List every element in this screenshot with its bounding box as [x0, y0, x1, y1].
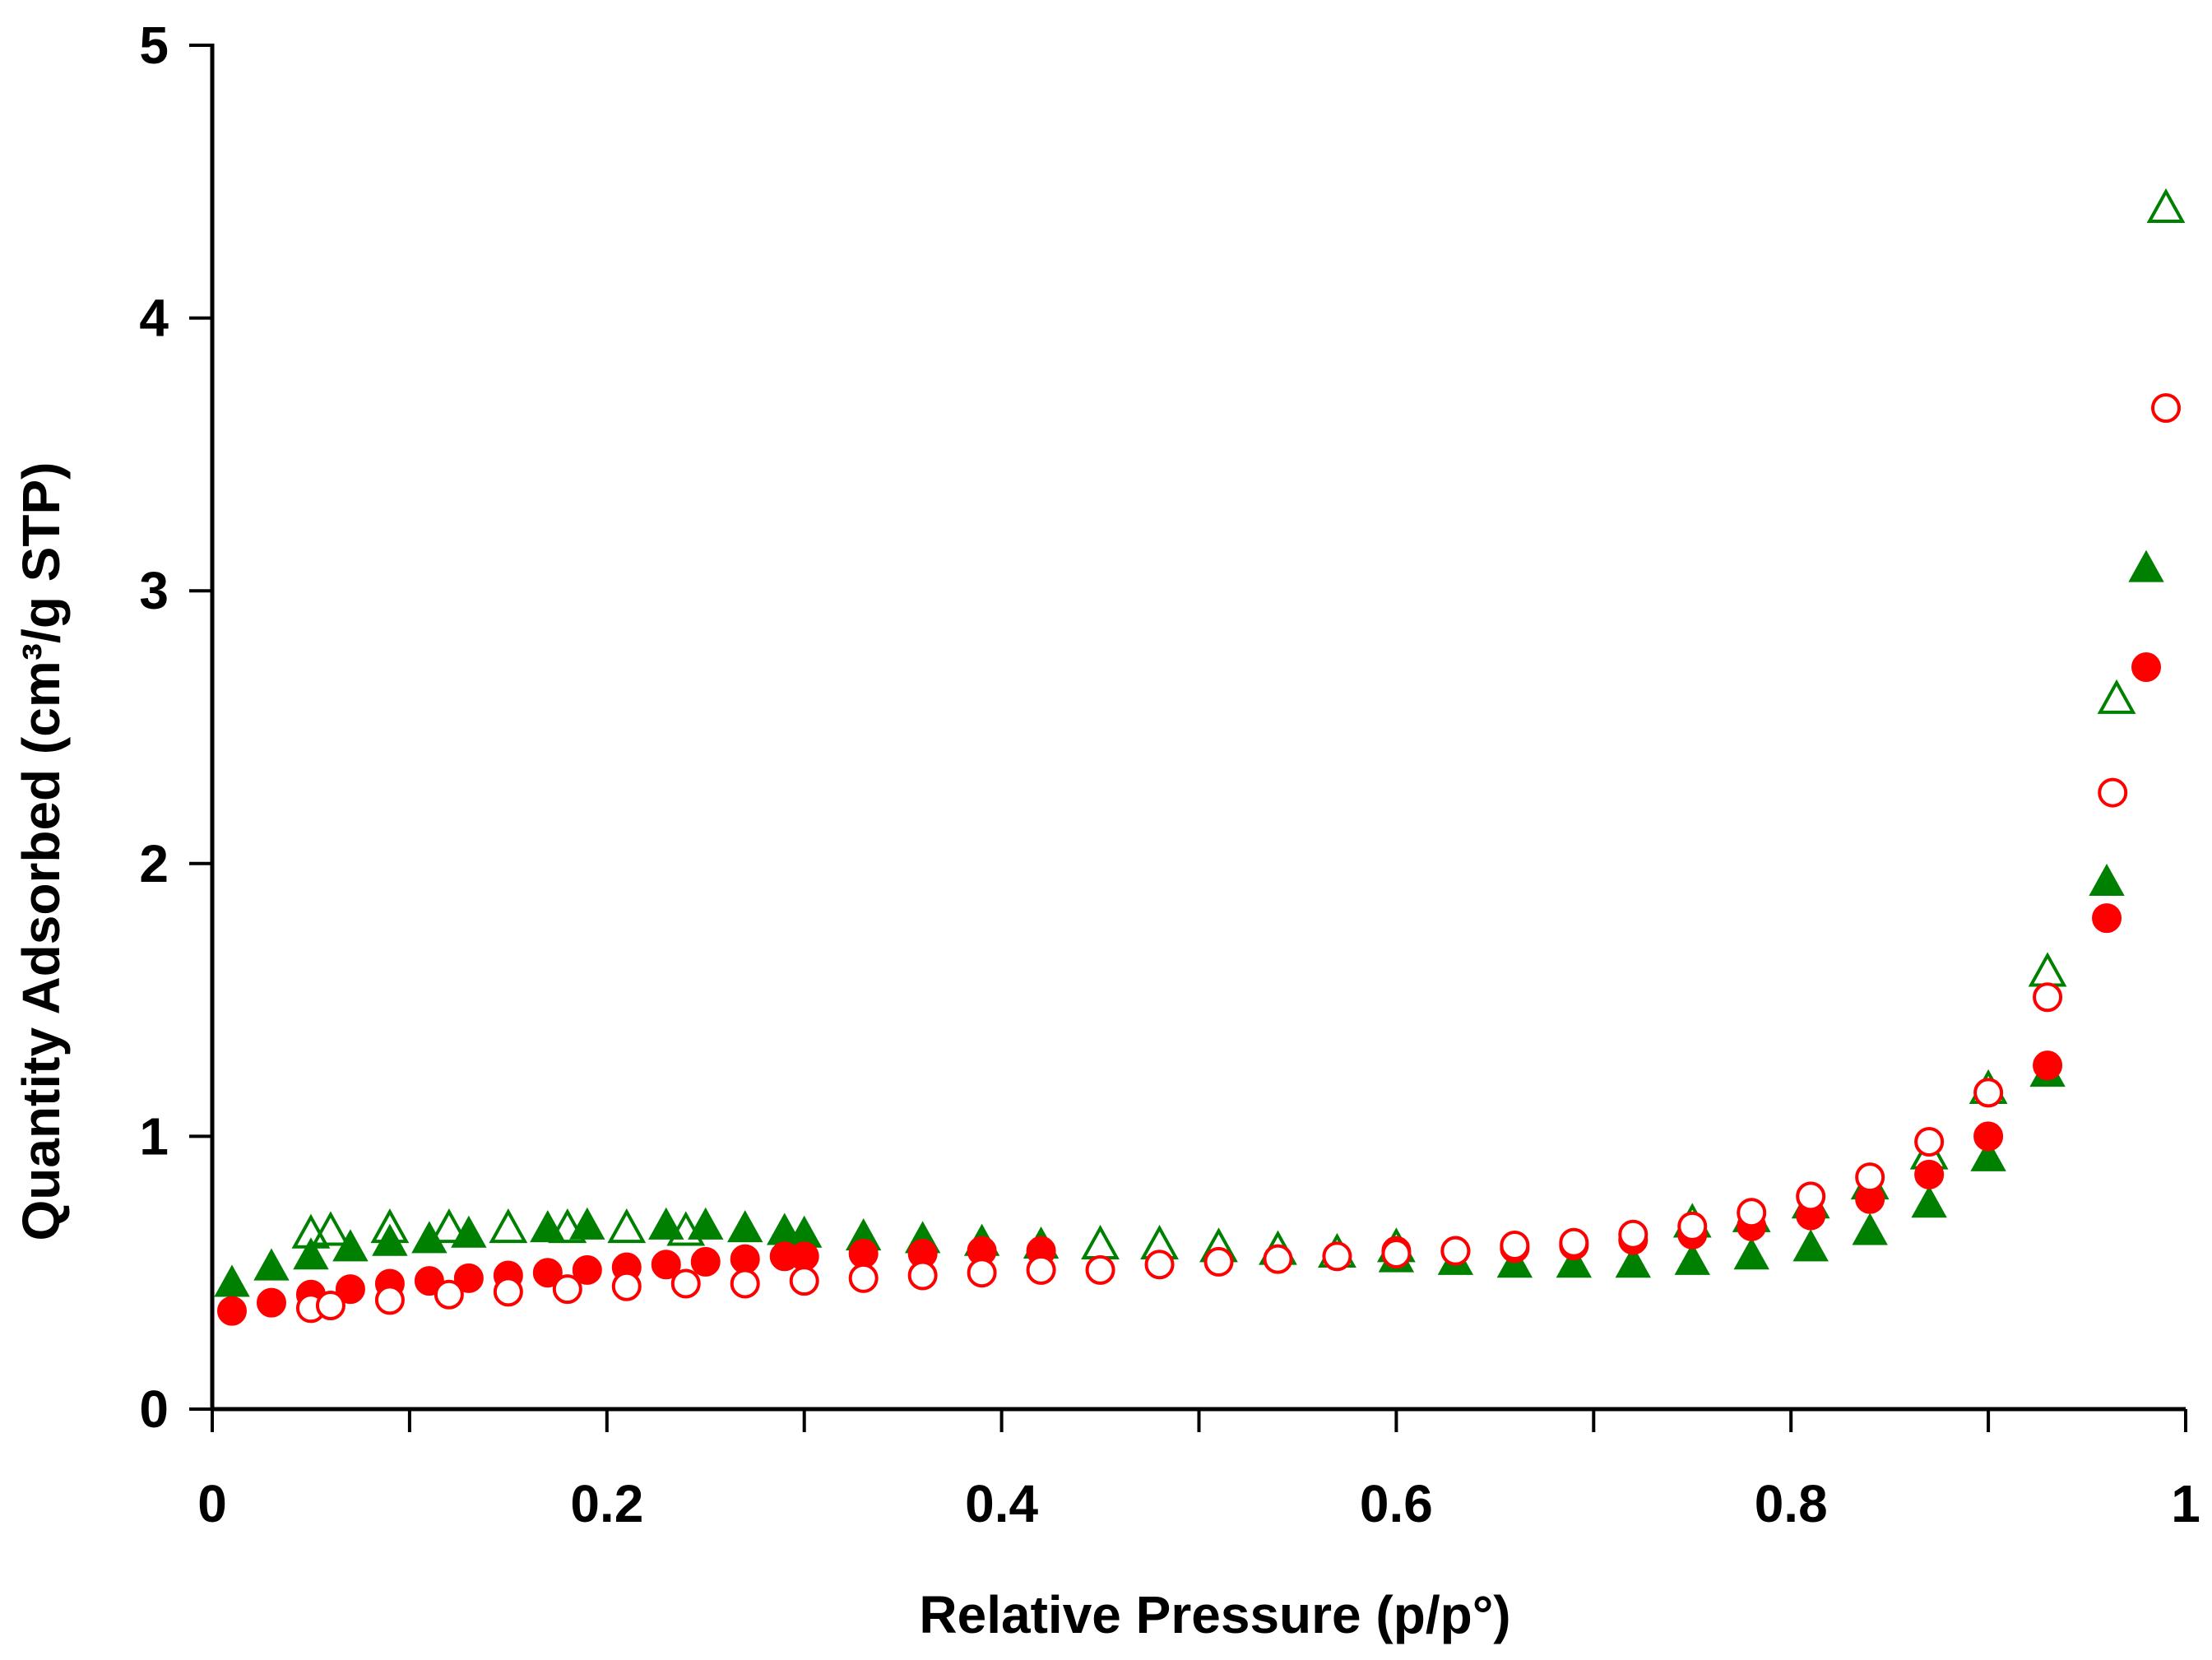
data-point-green-filled-triangle: [727, 1210, 763, 1243]
data-point-green-open-triangle: [489, 1208, 528, 1244]
data-point-red-filled-circle: [216, 1296, 247, 1326]
x-axis-title: Relative Pressure (p/p°): [919, 1585, 1510, 1644]
data-point-red-filled-circle: [572, 1254, 602, 1285]
data-point-green-open-triangle: [2146, 188, 2186, 223]
data-point-red-filled-circle: [2092, 903, 2122, 934]
series-green-open-triangles: [291, 188, 2186, 1268]
y-tick-label: 4: [139, 289, 169, 348]
data-point-red-open-circle: [1322, 1241, 1352, 1272]
y-tick-label: 0: [139, 1379, 169, 1439]
x-tick-label: 1: [2171, 1474, 2200, 1533]
data-point-red-filled-circle: [532, 1258, 563, 1288]
data-point-green-open-triangle: [2028, 952, 2067, 987]
data-point-red-open-circle: [789, 1266, 819, 1296]
data-point-green-filled-triangle: [1970, 1138, 2006, 1171]
data-point-red-open-circle: [1026, 1254, 1056, 1285]
data-point-red-filled-circle: [651, 1250, 681, 1280]
x-tick-label: 0.2: [570, 1474, 643, 1533]
data-point-red-open-circle: [552, 1274, 582, 1305]
data-point-red-open-circle: [1144, 1250, 1175, 1280]
data-point-red-open-circle: [434, 1279, 464, 1310]
x-tick-label: 0.6: [1360, 1474, 1433, 1533]
data-point-green-open-triangle: [666, 1211, 706, 1246]
data-point-red-filled-circle: [1973, 1121, 2004, 1152]
data-point-red-open-circle: [1737, 1198, 1767, 1228]
data-point-green-open-triangle: [548, 1208, 587, 1244]
ticks-group: [189, 44, 2187, 1432]
y-tick-label: 2: [139, 834, 169, 893]
data-point-green-filled-triangle: [411, 1221, 448, 1254]
data-point-green-open-triangle: [2097, 679, 2136, 714]
data-point-red-filled-circle: [453, 1263, 484, 1293]
y-tick-label: 3: [139, 561, 169, 620]
data-point-red-open-circle: [1085, 1254, 1115, 1285]
data-point-red-filled-circle: [2131, 652, 2162, 683]
data-point-red-open-circle: [2098, 777, 2128, 808]
data-point-green-filled-triangle: [1911, 1185, 1947, 1218]
data-point-red-open-circle: [1618, 1219, 1649, 1250]
data-point-red-open-circle: [1914, 1127, 1945, 1157]
data-point-red-open-circle: [374, 1285, 405, 1315]
data-point-red-open-circle: [611, 1271, 642, 1301]
data-point-red-open-circle: [1973, 1078, 2004, 1108]
data-point-green-filled-triangle: [648, 1207, 684, 1240]
data-point-green-filled-triangle: [1733, 1237, 1769, 1270]
data-point-red-open-circle: [2033, 982, 2063, 1013]
axes-group: [210, 44, 2186, 1412]
data-point-red-open-circle: [315, 1290, 345, 1320]
data-point-red-open-circle: [1796, 1181, 1826, 1212]
data-point-green-filled-triangle: [1674, 1242, 1710, 1275]
data-point-red-filled-circle: [335, 1274, 365, 1305]
data-point-red-open-circle: [907, 1260, 938, 1291]
data-point-red-open-circle: [1440, 1236, 1471, 1266]
data-point-green-open-triangle: [429, 1208, 469, 1244]
data-point-red-open-circle: [1677, 1211, 1708, 1241]
data-point-red-open-circle: [493, 1277, 523, 1307]
x-tick-label: 0.4: [965, 1474, 1038, 1533]
data-point-green-open-triangle: [1081, 1224, 1120, 1260]
data-point-red-open-circle: [1559, 1227, 1589, 1258]
y-axis-title: Quantity Adsorbed (cm³/g STP): [12, 462, 71, 1241]
data-point-red-open-circle: [848, 1263, 879, 1293]
data-point-green-filled-triangle: [293, 1237, 329, 1270]
data-point-red-filled-circle: [256, 1287, 286, 1318]
data-point-green-open-triangle: [607, 1208, 647, 1244]
data-point-green-filled-triangle: [1792, 1229, 1829, 1262]
data-point-red-open-circle: [1203, 1246, 1234, 1277]
data-point-green-filled-triangle: [1852, 1213, 1888, 1245]
data-point-red-open-circle: [967, 1258, 997, 1288]
x-tick-label: 0: [197, 1474, 227, 1533]
data-point-green-filled-triangle: [688, 1207, 724, 1240]
data-point-green-filled-triangle: [1556, 1245, 1593, 1278]
data-point-red-open-circle: [1855, 1162, 1885, 1193]
data-point-green-filled-triangle: [1615, 1245, 1651, 1278]
data-point-red-filled-circle: [1914, 1159, 1945, 1189]
data-point-green-open-triangle: [311, 1211, 350, 1246]
data-point-red-open-circle: [1381, 1238, 1412, 1268]
data-point-green-filled-triangle: [2089, 863, 2125, 897]
series-red-open-circles: [295, 393, 2182, 1324]
y-tick-label: 1: [139, 1106, 169, 1166]
data-point-green-filled-triangle: [2128, 549, 2164, 582]
data-points-group: [214, 188, 2186, 1326]
data-point-green-filled-triangle: [253, 1248, 290, 1281]
x-tick-label: 0.8: [1755, 1474, 1828, 1533]
data-point-red-open-circle: [1500, 1231, 1530, 1261]
data-point-red-open-circle: [1263, 1244, 1293, 1274]
data-point-red-open-circle: [730, 1268, 760, 1299]
data-point-green-filled-triangle: [214, 1264, 250, 1297]
data-point-red-open-circle: [670, 1268, 701, 1299]
y-tick-label: 5: [139, 16, 169, 75]
data-point-red-filled-circle: [2033, 1050, 2063, 1081]
data-point-red-open-circle: [2151, 393, 2182, 424]
data-point-green-open-triangle: [370, 1208, 410, 1244]
data-point-red-filled-circle: [690, 1246, 721, 1277]
tick-labels-group: 0 0.2 0.4 0.6 0.8 1 0 1 2 3 4 5: [139, 16, 2200, 1533]
